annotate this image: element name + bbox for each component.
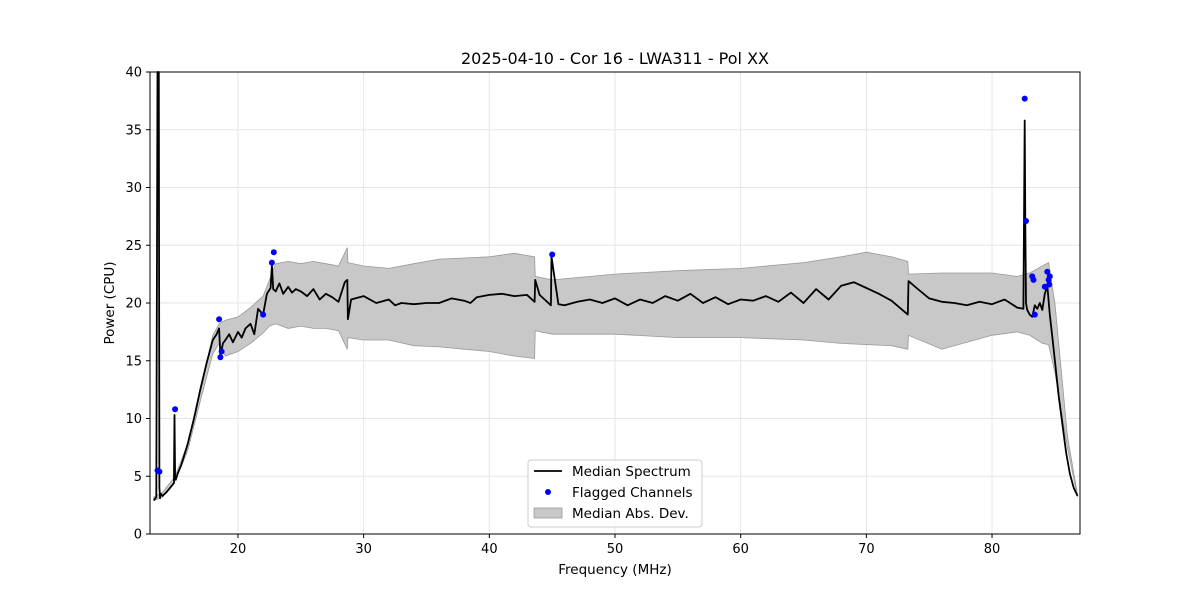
y-axis-label: Power (CPU) xyxy=(102,261,118,344)
legend-box xyxy=(527,459,703,528)
flagged-channel-point xyxy=(1041,283,1048,290)
flagged-points xyxy=(154,95,1053,475)
legend-median-spectrum: Median Spectrum xyxy=(572,464,691,480)
chart-title: 2025-04-10 - Cor 16 - LWA311 - Pol XX xyxy=(461,49,769,68)
flagged-channel-point xyxy=(218,348,225,355)
flagged-channel-point xyxy=(217,354,224,361)
flagged-channel-point xyxy=(216,316,223,323)
y-tick-label: 5 xyxy=(134,470,142,485)
x-axis-label: Frequency (MHz) xyxy=(558,562,671,578)
flagged-channel-point xyxy=(270,249,277,256)
y-tick-label: 20 xyxy=(125,297,142,312)
flagged-channel-point xyxy=(1023,218,1029,224)
mad-band-area xyxy=(153,247,1078,502)
legend-band-swatch xyxy=(533,507,563,519)
flagged-channel-point xyxy=(1044,268,1051,275)
y-tick-label: 0 xyxy=(134,528,142,543)
y-tick-label: 25 xyxy=(125,239,142,254)
legend-point-swatch xyxy=(545,489,551,495)
legend-flagged-channels: Flagged Channels xyxy=(572,485,693,501)
flagged-channel-point xyxy=(172,406,179,413)
flagged-channel-point xyxy=(1030,276,1037,283)
x-tick-label: 70 xyxy=(858,542,875,557)
flagged-channel-point xyxy=(268,259,275,266)
flagged-channel-point xyxy=(1021,95,1028,102)
legend-median-abs-dev: Median Abs. Dev. xyxy=(572,506,689,522)
y-tick-label: 10 xyxy=(125,412,142,427)
flagged-channel-point xyxy=(1046,281,1053,288)
legend: Median Spectrum Flagged Channels Median … xyxy=(527,459,703,528)
x-tick-label: 30 xyxy=(355,542,372,557)
x-tick-label: 80 xyxy=(984,542,1001,557)
mad-band xyxy=(153,247,1078,502)
x-axis-ticks: 20 30 40 50 60 70 80 xyxy=(230,534,1001,557)
y-tick-label: 40 xyxy=(125,66,142,81)
flagged-channel-point xyxy=(260,311,267,318)
x-tick-label: 50 xyxy=(607,542,624,557)
flagged-channel-point xyxy=(1031,311,1038,318)
flagged-channel-point xyxy=(156,468,163,475)
flagged-channel-point xyxy=(1046,273,1053,280)
y-tick-label: 35 xyxy=(125,123,142,138)
y-tick-label: 30 xyxy=(125,181,142,196)
x-tick-label: 40 xyxy=(481,542,498,557)
x-tick-label: 60 xyxy=(732,542,749,557)
y-axis-ticks: 0 5 10 15 20 25 30 35 40 xyxy=(125,66,150,543)
y-tick-label: 15 xyxy=(125,354,142,369)
x-tick-label: 20 xyxy=(230,542,247,557)
flagged-channel-point xyxy=(549,251,556,258)
